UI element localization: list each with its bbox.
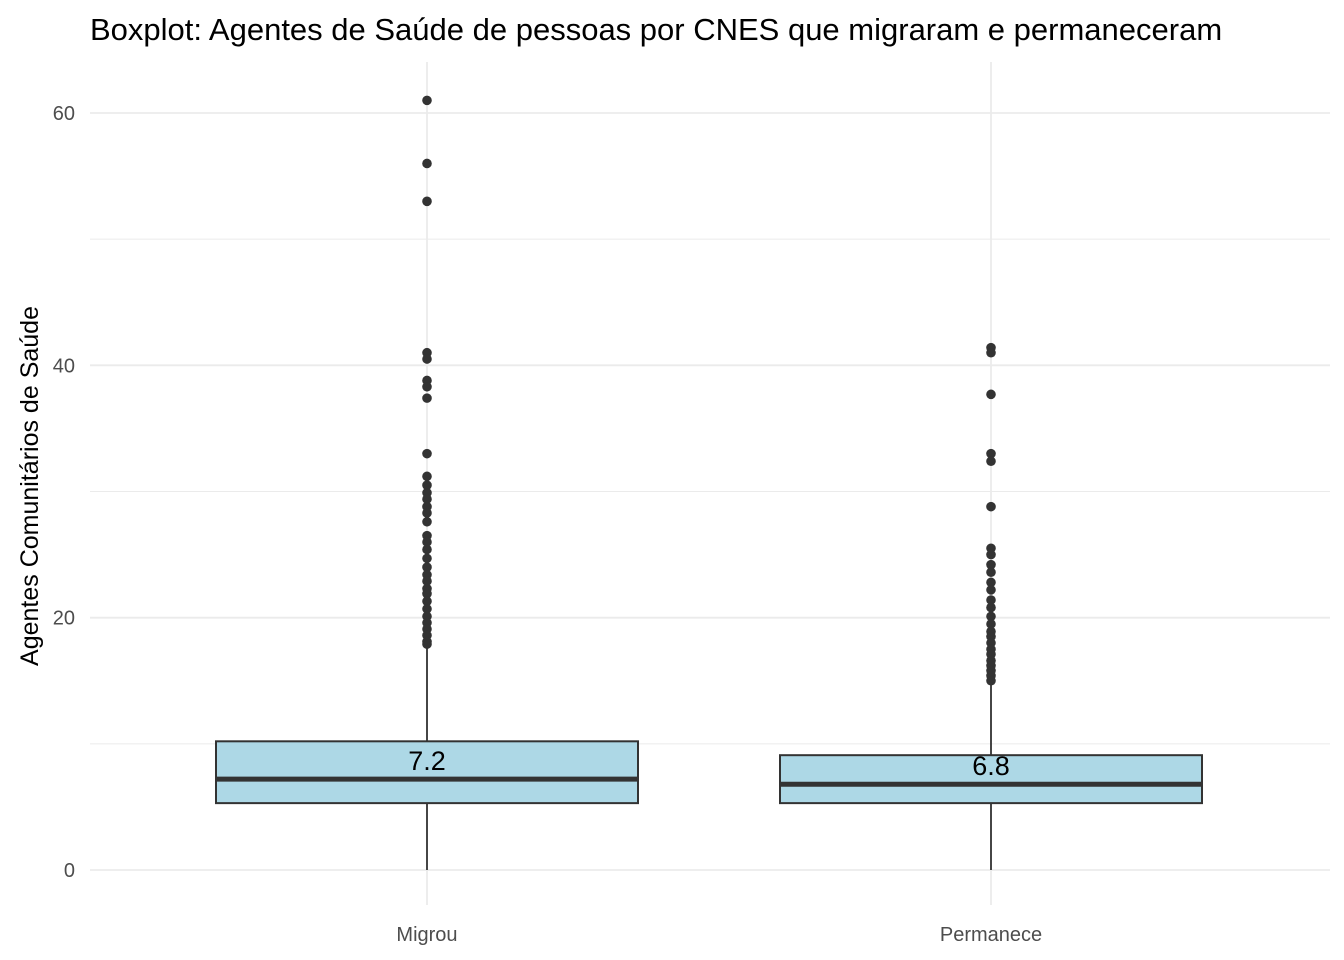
axes: 0 20 40 60 Migrou Permanece (53, 103, 1042, 946)
outlier-point (422, 537, 432, 547)
outlier-point (986, 567, 996, 578)
outlier-point (986, 456, 996, 467)
x-tick-label: Permanece (940, 924, 1042, 946)
outlier-point (986, 501, 996, 512)
outlier-points (422, 95, 996, 686)
grid-lines (90, 62, 1330, 905)
outlier-point (986, 389, 996, 400)
outlier-point (422, 494, 432, 504)
outlier-point (422, 562, 432, 572)
outlier-point (986, 611, 996, 622)
y-tick-label: 0 (64, 860, 75, 882)
boxes (215, 646, 1203, 870)
outlier-point (422, 158, 432, 169)
outlier-point (986, 448, 996, 459)
y-axis-label: Agentes Comunitários de Saúde (16, 306, 44, 666)
outlier-point (986, 577, 996, 588)
median-label: 7.2 (408, 746, 446, 776)
outlier-point (422, 553, 432, 564)
outlier-point (422, 393, 432, 403)
outlier-point (422, 596, 432, 607)
outlier-point (422, 196, 432, 207)
median-label: 6.8 (972, 751, 1010, 781)
outlier-point (986, 559, 996, 570)
y-tick-label: 60 (53, 103, 75, 125)
x-tick-label: Migrou (396, 924, 457, 946)
outlier-point (986, 549, 996, 560)
outlier-point (422, 448, 432, 459)
outlier-point (422, 639, 432, 649)
y-tick-label: 20 (53, 608, 75, 630)
outlier-point (986, 602, 996, 613)
outlier-point (422, 604, 432, 614)
outlier-point (422, 544, 432, 555)
outlier-point (422, 508, 432, 518)
outlier-point (422, 576, 432, 586)
box-permanece (779, 754, 1203, 805)
outlier-point (422, 471, 432, 482)
outlier-point (986, 619, 996, 629)
outlier-point (986, 595, 996, 605)
chart-title: Boxplot: Agentes de Saúde de pessoas por… (90, 12, 1222, 47)
outlier-point (422, 95, 432, 106)
y-tick-label: 40 (53, 355, 75, 377)
outlier-point (422, 588, 432, 599)
outlier-point (422, 381, 432, 392)
outlier-point (422, 354, 432, 364)
outlier-point (422, 516, 432, 527)
box-migrou (215, 740, 639, 805)
outlier-point (986, 585, 996, 595)
outlier-point (986, 675, 996, 686)
median-labels: 7.2 6.8 (408, 746, 1010, 781)
outlier-point (986, 347, 996, 358)
outlier-point (422, 480, 432, 490)
